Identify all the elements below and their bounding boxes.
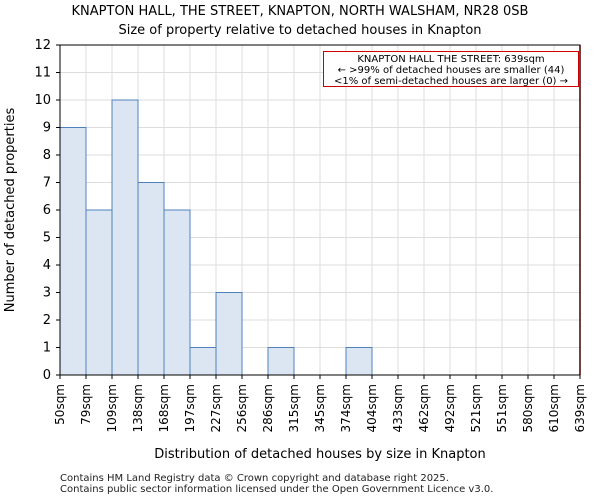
x-tick-label: 639sqm xyxy=(573,384,587,432)
y-tick-label: 7 xyxy=(43,176,51,191)
chart-subtitle: Size of property relative to detached ho… xyxy=(118,23,482,38)
x-tick-label: 580sqm xyxy=(521,384,535,432)
chart-title-block: KNAPTON HALL, THE STREET, KNAPTON, NORTH… xyxy=(0,2,600,40)
y-tick-label: 5 xyxy=(43,231,51,246)
x-tick-label: 286sqm xyxy=(261,384,275,432)
bar-286sqm xyxy=(267,347,295,376)
bar-50sqm xyxy=(59,127,87,376)
y-tick-label: 3 xyxy=(43,286,51,301)
footer: Contains HM Land Registry data © Crown c… xyxy=(60,473,493,495)
bars xyxy=(59,99,373,376)
y-tick-label: 8 xyxy=(43,148,51,163)
x-tick-label: 256sqm xyxy=(235,384,249,432)
annotation-line-1: KNAPTON HALL THE STREET: 639sqm xyxy=(357,54,545,65)
y-tick-label: 6 xyxy=(43,203,51,218)
x-tick-label: 109sqm xyxy=(105,384,119,432)
bar-138sqm xyxy=(137,182,165,376)
annotation-line-2: ← >99% of detached houses are smaller (4… xyxy=(337,65,565,76)
y-tick-label: 4 xyxy=(43,258,51,273)
x-tick-label: 315sqm xyxy=(287,384,301,432)
annotation-box: KNAPTON HALL THE STREET: 639sqm ← >99% o… xyxy=(323,51,579,87)
y-tick-label: 12 xyxy=(34,38,51,53)
x-tick-label: 433sqm xyxy=(391,384,405,432)
bar-197sqm xyxy=(189,347,217,376)
x-tick-label: 462sqm xyxy=(417,384,431,432)
x-tick-label: 374sqm xyxy=(339,384,353,432)
annotation-line-3: <1% of semi-detached houses are larger (… xyxy=(333,76,569,87)
x-tick-labels: 50sqm 79sqm 109sqm 138sqm 168sqm 197sqm 227sqm… xyxy=(53,375,587,432)
y-tick-label: 2 xyxy=(43,313,51,328)
x-tick-label: 610sqm xyxy=(547,384,561,432)
x-tick-label: 404sqm xyxy=(365,384,379,432)
x-tick-label: 197sqm xyxy=(183,384,197,432)
x-tick-label: 551sqm xyxy=(495,384,509,432)
x-tick-label: 492sqm xyxy=(443,384,457,432)
plot-frame xyxy=(59,44,581,376)
x-tick-label: 138sqm xyxy=(131,384,145,432)
footer-line-1: Contains HM Land Registry data © Crown c… xyxy=(60,473,449,484)
x-axis-label: Distribution of detached houses by size … xyxy=(154,447,486,462)
x-tick-label: 227sqm xyxy=(209,384,223,432)
y-tick-label: 0 xyxy=(43,368,51,383)
y-tick-label: 1 xyxy=(43,341,51,356)
y-tick-label: 9 xyxy=(43,121,51,136)
x-tick-label: 79sqm xyxy=(79,384,93,425)
bar-374sqm xyxy=(345,347,373,376)
x-tick-label: 168sqm xyxy=(157,384,171,432)
x-tick-label: 345sqm xyxy=(313,384,327,432)
x-tick-label: 50sqm xyxy=(53,384,67,425)
chart-title: KNAPTON HALL, THE STREET, KNAPTON, NORTH… xyxy=(71,4,529,19)
footer-line-2: Contains public sector information licen… xyxy=(60,484,494,495)
bar-168sqm xyxy=(163,209,191,376)
bar-109sqm xyxy=(111,99,139,376)
y-tick-label: 10 xyxy=(34,93,51,108)
y-axis-label: Number of detached properties xyxy=(3,108,18,313)
y-tick-label: 11 xyxy=(34,66,51,81)
bar-227sqm xyxy=(215,292,243,376)
bar-79sqm xyxy=(85,209,113,376)
x-tick-label: 521sqm xyxy=(469,384,483,432)
